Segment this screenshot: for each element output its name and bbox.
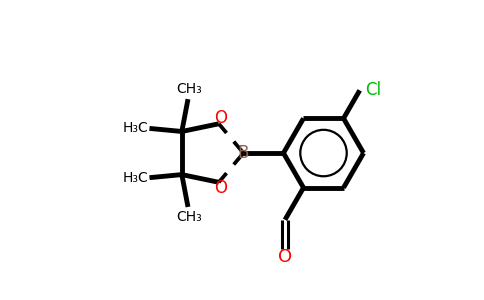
Text: CH₃: CH₃	[177, 82, 202, 96]
Text: O: O	[278, 248, 292, 266]
Text: Cl: Cl	[365, 81, 381, 99]
Text: H₃C: H₃C	[122, 172, 148, 185]
Text: H₃C: H₃C	[122, 121, 148, 135]
Text: O: O	[214, 110, 227, 128]
Text: B: B	[238, 144, 249, 162]
Text: CH₃: CH₃	[177, 210, 202, 224]
Text: O: O	[214, 179, 227, 197]
